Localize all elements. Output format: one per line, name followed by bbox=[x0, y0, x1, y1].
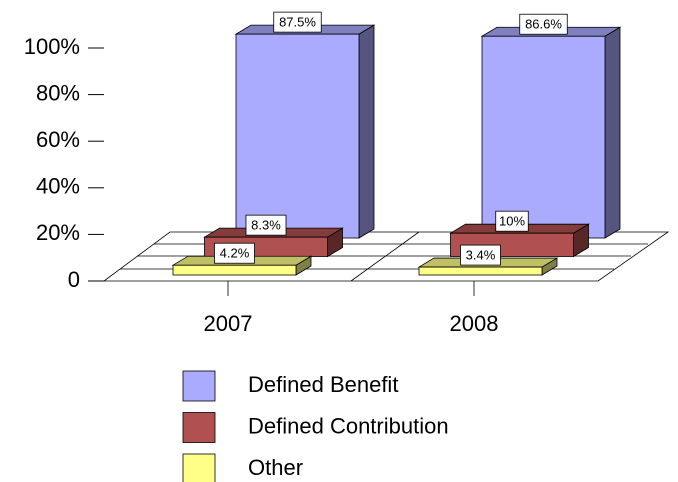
value-label-box bbox=[460, 244, 501, 266]
bar bbox=[235, 33, 360, 239]
bar bbox=[172, 264, 297, 276]
x-tick-label: 2008 bbox=[450, 311, 499, 336]
value-label-box bbox=[519, 13, 568, 35]
legend-label: Other bbox=[248, 455, 303, 480]
value-label: 3.4% bbox=[466, 248, 496, 263]
bar-side bbox=[358, 24, 375, 239]
y-tick-label: 0 bbox=[68, 267, 80, 292]
value-label-box bbox=[495, 210, 529, 232]
value-label: 87.5% bbox=[279, 15, 316, 30]
value-label-box bbox=[214, 242, 255, 264]
legend-swatch bbox=[182, 370, 216, 402]
bar bbox=[481, 35, 606, 239]
bar-side bbox=[604, 26, 621, 239]
legend-swatch bbox=[182, 453, 216, 482]
bar-3d bbox=[480, 26, 622, 239]
y-tick-label: 80% bbox=[36, 80, 80, 105]
value-label-box bbox=[273, 11, 322, 33]
legend-swatch bbox=[182, 412, 216, 443]
legend-label: Defined Benefit bbox=[248, 372, 398, 397]
y-tick-label: 20% bbox=[36, 220, 80, 245]
value-label: 86.6% bbox=[525, 17, 562, 32]
y-tick-label: 60% bbox=[36, 127, 80, 152]
y-tick-label: 100% bbox=[24, 34, 80, 59]
bar-3d bbox=[234, 24, 376, 239]
value-label: 10% bbox=[499, 214, 525, 229]
value-label: 8.3% bbox=[251, 218, 281, 233]
value-label: 4.2% bbox=[220, 246, 250, 261]
x-tick-label: 2007 bbox=[204, 311, 253, 336]
legend-label: Defined Contribution bbox=[248, 413, 449, 438]
y-tick-label: 40% bbox=[36, 174, 80, 199]
bar bbox=[418, 266, 543, 276]
value-label-box bbox=[245, 214, 287, 236]
